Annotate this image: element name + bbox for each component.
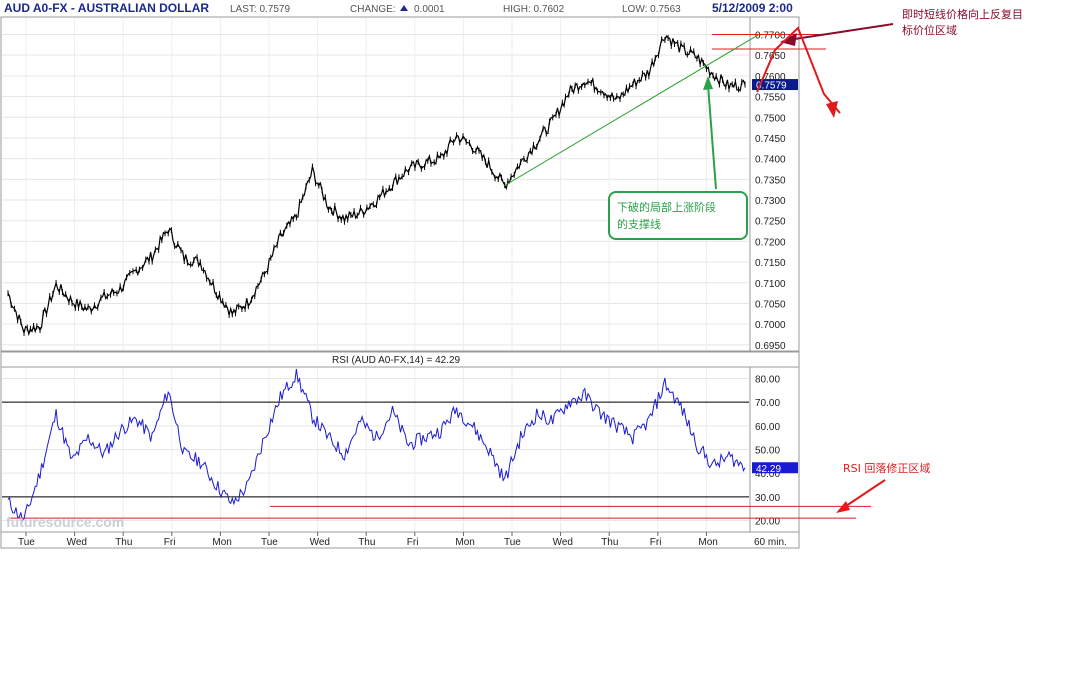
change-label: CHANGE:: [350, 4, 396, 15]
x-tick-label: Thu: [358, 537, 375, 548]
price-tick-label: 0.7500: [755, 113, 786, 124]
target-zone-line-1: 即时短线价格向上反复目: [902, 7, 1023, 21]
rsi-tick-label: 20.00: [755, 517, 780, 528]
x-tick-label: Tue: [504, 537, 521, 548]
rsi-zone-annotation: RSI 回落修正区域: [836, 461, 930, 513]
x-tick-label: Fri: [650, 537, 662, 548]
price-tick-label: 0.7000: [755, 320, 786, 331]
target-zone-line-2: 标价位区域: [902, 23, 957, 37]
support-trendline: [504, 34, 760, 186]
support-break-annotation: 下破的局部上涨阶段 的支撑线: [608, 76, 748, 240]
price-tick-label: 0.7050: [755, 299, 786, 310]
rsi-line: [7, 368, 746, 523]
price-tick-label: 0.7400: [755, 155, 786, 166]
price-tick-label: 0.7100: [755, 279, 786, 290]
x-tick-label: Tue: [261, 537, 278, 548]
x-tick-label: Mon: [698, 537, 717, 548]
rsi-zone-label: RSI 回落修正区域: [843, 461, 930, 475]
support-break-line-2: 的支撑线: [617, 217, 661, 231]
price-series: [7, 34, 746, 337]
x-tick-label: Thu: [601, 537, 618, 548]
chart-datetime: 5/12/2009 2:00: [712, 1, 793, 15]
price-tick-label: 0.7350: [755, 175, 786, 186]
price-grid: [2, 18, 749, 350]
up-triangle-icon: [400, 5, 408, 11]
projected-arrow-head-icon: [826, 101, 838, 118]
price-tick-label: 0.7650: [755, 51, 786, 62]
target-zone-arrow: [787, 23, 894, 41]
x-tick-label: Tue: [18, 537, 35, 548]
price-tick-label: 0.7200: [755, 237, 786, 248]
price-tick-label: 0.7450: [755, 134, 786, 145]
rsi-tick-label: 30.00: [755, 493, 780, 504]
arrow-head-icon: [780, 33, 797, 46]
x-tick-label: Fri: [407, 537, 419, 548]
x-axis: Tue Wed Thu Fri Mon Tue Wed Thu Fri Mon Tue Wed Thu F…: [18, 532, 718, 548]
change-value: 0.0001: [414, 4, 445, 15]
target-zone-annotation: 即时短线价格向上反复目 标价位区域: [756, 7, 1023, 118]
rsi-reference-lines: [2, 401, 871, 519]
rsi-last-tag-value: 42.29: [756, 464, 781, 475]
rsi-tick-label: 40.00: [755, 469, 780, 480]
rsi-tick-label: 80.00: [755, 374, 780, 385]
price-tick-label: 0.6950: [755, 341, 786, 352]
price-tick-label: 0.7300: [755, 196, 786, 207]
chart-header: AUD A0-FX - AUSTRALIAN DOLLAR LAST: 0.75…: [4, 1, 793, 15]
support-break-line-1: 下破的局部上涨阶段: [617, 200, 716, 214]
support-break-arrow: [707, 84, 717, 190]
x-tick-label: Wed: [310, 537, 330, 548]
support-arrow-head-icon: [703, 76, 713, 90]
last-price-tag-value: 0.7579: [756, 81, 787, 92]
price-panel: [0, 16, 800, 352]
watermark: futuresource.com: [6, 514, 124, 530]
x-tick-label: Mon: [455, 537, 474, 548]
price-tick-label: 0.7550: [755, 93, 786, 104]
rsi-zone-arrow: [842, 479, 886, 509]
x-tick-label: Mon: [212, 537, 231, 548]
chart-title: AUD A0-FX - AUSTRALIAN DOLLAR: [4, 1, 209, 15]
price-tick-label: 0.7150: [755, 258, 786, 269]
x-tick-label: Wed: [553, 537, 573, 548]
price-y-axis: 0.7700 0.7650 0.7600 0.7550 0.7500 0.7450 0.74…: [755, 30, 786, 351]
x-tick-label: Wed: [67, 537, 87, 548]
last-price-tag: 0.7579: [752, 79, 798, 92]
rsi-tick-label: 70.00: [755, 398, 780, 409]
x-axis-bar: [0, 531, 800, 549]
high-price: HIGH: 0.7602: [503, 4, 565, 15]
support-break-box: [608, 191, 748, 240]
price-tick-label: 0.7600: [755, 72, 786, 83]
rsi-series: [7, 368, 746, 523]
rsi-tick-label: 50.00: [755, 446, 780, 457]
rsi-tick-label: 60.00: [755, 422, 780, 433]
rsi-y-axis: 80.00 70.00 60.00 50.00 40.00 30.00 20.00: [755, 374, 780, 527]
interval-label: 60 min.: [754, 537, 787, 548]
rsi-last-tag: 42.29: [752, 462, 798, 475]
x-tick-label: Thu: [115, 537, 132, 548]
price-tick-label: 0.7700: [755, 30, 786, 41]
rsi-title: RSI (AUD A0-FX,14) = 42.29: [332, 355, 461, 366]
price-tick-label: 0.7250: [755, 217, 786, 228]
projected-path-arrow: [756, 26, 841, 114]
x-tick-label: Fri: [164, 537, 176, 548]
last-price: LAST: 0.7579: [230, 4, 290, 15]
rsi-arrow-head-icon: [836, 501, 850, 513]
low-price: LOW: 0.7563: [622, 4, 681, 15]
